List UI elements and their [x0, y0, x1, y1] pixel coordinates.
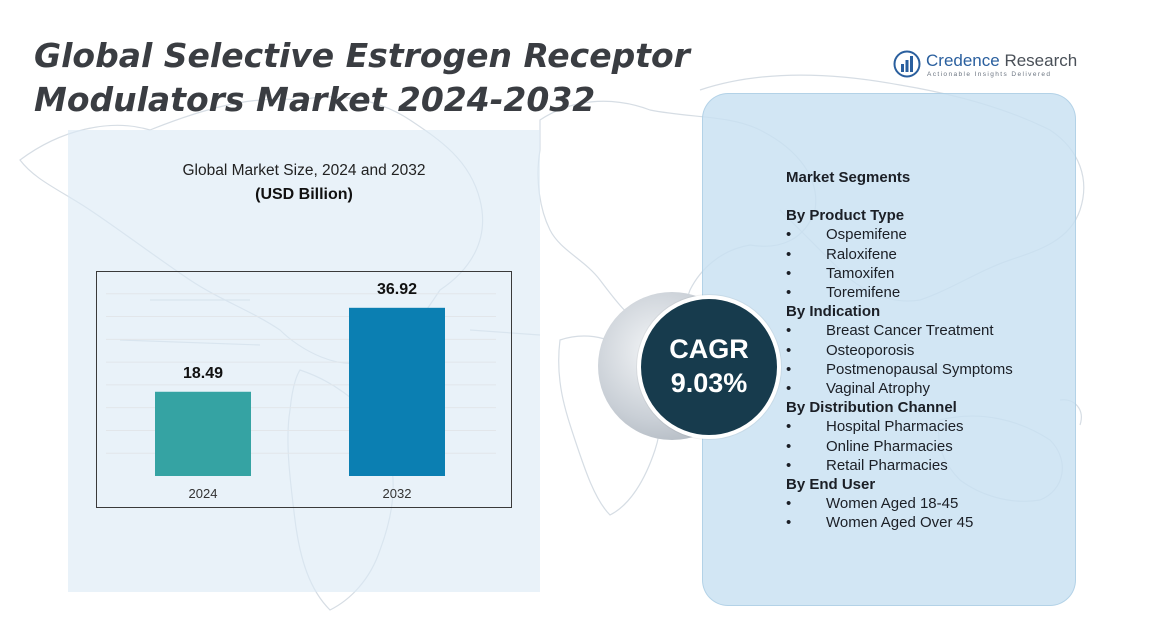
bullet-icon: •: [786, 380, 792, 398]
segment-item: • Postmenopausal Symptoms: [786, 360, 1013, 378]
segment-item: • Breast Cancer Treatment: [786, 322, 994, 340]
segment-group-title: By Product Type: [786, 207, 905, 225]
segment-item: • Raloxifene: [786, 245, 897, 263]
segment-item: • Women Aged 18-45: [786, 495, 959, 513]
bullet-icon: •: [786, 245, 792, 263]
bullet-icon: •: [786, 341, 792, 359]
segment-item: • Retail Pharmacies: [786, 456, 948, 474]
bullet-icon: •: [786, 437, 792, 455]
bullet-icon: •: [786, 418, 792, 436]
segments-heading: Market Segments: [786, 169, 911, 186]
chart-unit: (USD Billion): [255, 186, 353, 203]
segment-item: • Hospital Pharmacies: [786, 418, 964, 436]
bullet-icon: •: [786, 495, 792, 513]
segment-item: • Osteoporosis: [786, 341, 915, 359]
bullet-icon: •: [786, 226, 792, 244]
x-tick-label-2032: 2032: [383, 486, 412, 501]
page-title: Global Selective Estrogen Receptor Modul…: [34, 36, 690, 119]
bar-chart-logo-icon: [893, 50, 921, 78]
bar-2024: [155, 391, 251, 476]
segment-item: • Online Pharmacies: [786, 437, 953, 455]
segment-item: • Ospemifene: [786, 226, 907, 244]
brand-name-part2: Research: [1004, 51, 1078, 70]
segment-item: • Vaginal Atrophy: [786, 380, 930, 398]
cagr-label: CAGR: [669, 334, 749, 364]
plot-frame: [96, 271, 512, 508]
segment-group-title: By End User: [786, 476, 876, 494]
x-tick-label-2024: 2024: [189, 486, 218, 501]
bullet-icon: •: [786, 514, 792, 532]
data-label-2032: 36.92: [377, 281, 417, 298]
brand-logo: Credence Research Actionable Insights De…: [893, 50, 1078, 82]
bullet-icon: •: [786, 456, 792, 474]
segment-group-title: By Indication: [786, 303, 881, 321]
chart-title: Global Market Size, 2024 and 2032: [182, 162, 426, 179]
brand-name-part1: Credence: [926, 51, 1000, 70]
brand-tagline: Actionable Insights Delivered: [927, 71, 1052, 78]
chart-panel: [68, 130, 540, 592]
bar-chart: 18.49 2024 36.92 2032: [106, 281, 496, 501]
bullet-icon: •: [786, 360, 792, 378]
market-segments: Market Segments By Product Type • Ospemif…: [786, 168, 1076, 533]
data-label-2024: 18.49: [183, 365, 223, 382]
cagr-badge: [637, 295, 781, 439]
bullet-icon: •: [786, 284, 792, 302]
brand-name: Credence Research: [926, 51, 1077, 71]
bar-2032: [349, 307, 445, 476]
cagr-value: 9.03%: [670, 368, 748, 398]
bullet-icon: •: [786, 322, 792, 340]
bullet-icon: •: [786, 264, 792, 282]
segment-group-title: By Distribution Channel: [786, 399, 957, 417]
segment-item: • Tamoxifen: [786, 264, 895, 282]
segment-item: • Women Aged Over 45: [786, 514, 974, 532]
segment-item: • Toremifene: [786, 284, 901, 302]
